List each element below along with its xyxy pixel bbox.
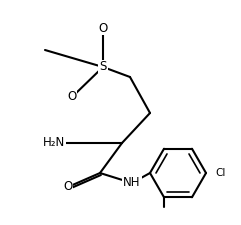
Text: Cl: Cl xyxy=(215,168,225,178)
Text: NH: NH xyxy=(123,176,141,189)
Text: O: O xyxy=(98,22,108,34)
Text: H₂N: H₂N xyxy=(43,137,65,149)
Text: O: O xyxy=(63,180,73,194)
Text: S: S xyxy=(99,61,107,74)
Text: O: O xyxy=(67,90,77,104)
